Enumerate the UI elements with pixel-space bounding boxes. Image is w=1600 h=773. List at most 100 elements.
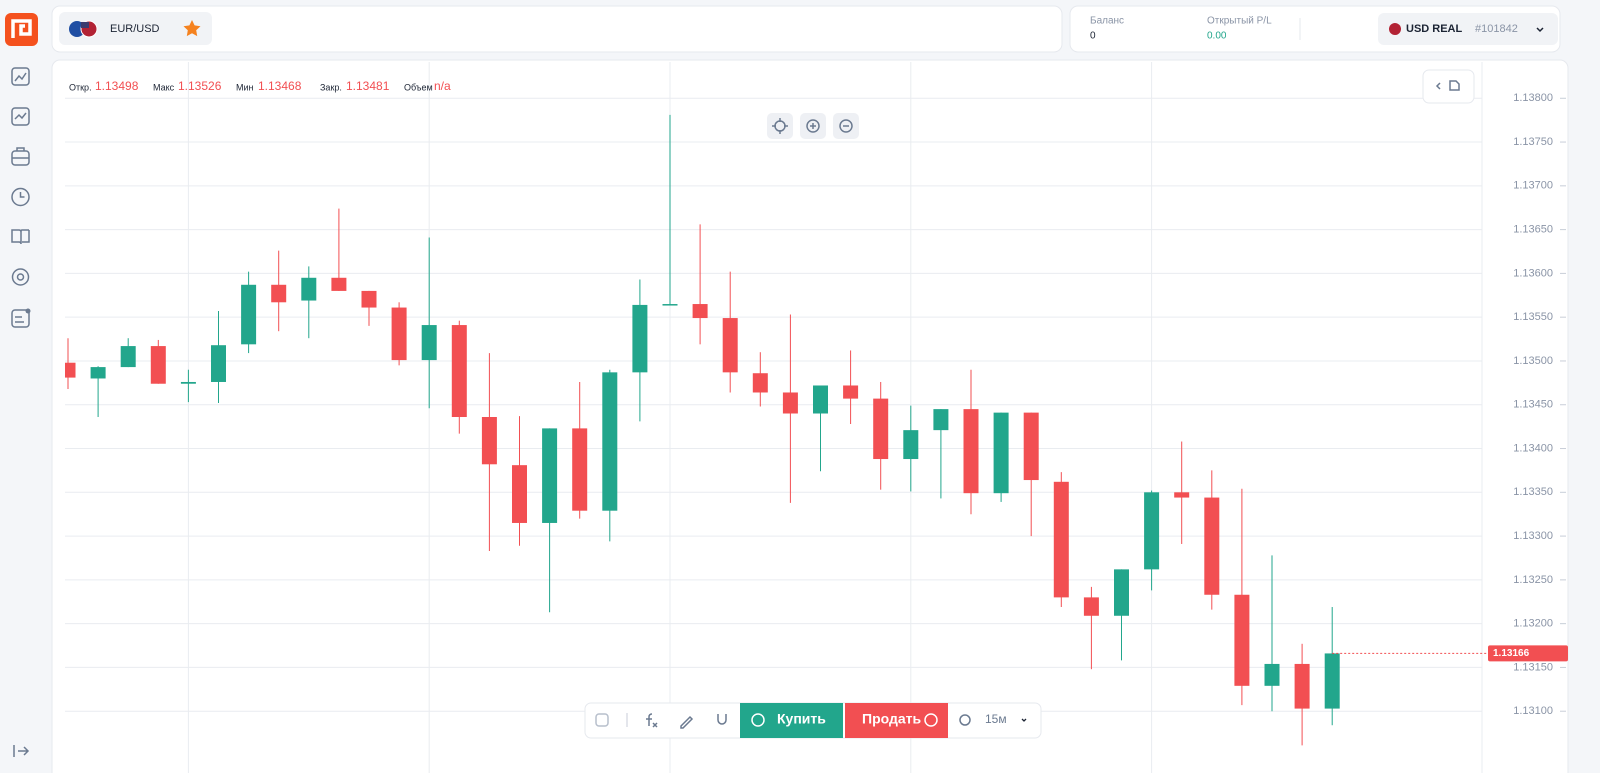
candle-body	[271, 284, 287, 303]
layout-tool[interactable]	[595, 713, 609, 727]
buy-label[interactable]: Купить	[777, 711, 826, 727]
sidebar	[0, 0, 45, 773]
candle-body	[361, 290, 377, 308]
buy-icon	[751, 713, 765, 727]
indicators-tool[interactable]	[646, 713, 658, 728]
y-tick-label: 1.13100	[1513, 705, 1553, 717]
nav-logout[interactable]	[13, 745, 30, 757]
ohlc-value: 1.13468	[258, 79, 302, 93]
candle-body	[752, 373, 768, 393]
ohlc-value: 1.13526	[178, 79, 222, 93]
candle-body	[873, 398, 889, 460]
account-chevron	[1536, 27, 1544, 33]
candle-body	[211, 345, 226, 382]
nav-support[interactable]	[11, 308, 31, 328]
y-tick-label: 1.13200	[1513, 618, 1553, 630]
candle-body	[843, 385, 859, 399]
candle-body	[782, 392, 798, 414]
candle-body	[481, 417, 497, 465]
y-tick-label: 1.13550	[1513, 311, 1553, 323]
candle-body	[1294, 663, 1310, 709]
candle-body	[662, 304, 678, 306]
y-tick-label: 1.13350	[1513, 486, 1553, 498]
center-button[interactable]	[767, 113, 793, 139]
candle-body	[90, 367, 106, 379]
panel-toggle[interactable]	[1422, 69, 1475, 104]
candle-body	[1324, 653, 1340, 709]
candle-body	[120, 346, 136, 368]
nav-settings[interactable]	[11, 268, 30, 286]
ohlc-label: Откр.	[69, 82, 92, 92]
pl-value: 0.00	[1207, 31, 1227, 42]
logo[interactable]	[5, 13, 38, 46]
magnet-tool[interactable]	[717, 714, 727, 725]
candle-body	[391, 307, 407, 361]
candle-body	[331, 277, 347, 291]
candle-body	[722, 318, 738, 373]
candle-body	[512, 465, 527, 523]
nav-history[interactable]	[11, 187, 30, 207]
y-tick-label: 1.13750	[1513, 136, 1553, 148]
pl-label: Открытый P/L	[1207, 16, 1272, 27]
us-flag-canton	[81, 22, 89, 28]
draw-tool[interactable]	[680, 715, 694, 729]
y-tick-label: 1.13600	[1513, 267, 1553, 279]
interval-chevron[interactable]	[1021, 718, 1027, 722]
candle-body	[1083, 597, 1099, 616]
account-flag	[1389, 23, 1401, 35]
pair-tab[interactable]	[59, 12, 212, 45]
buy-button[interactable]	[740, 703, 843, 738]
candle-body	[65, 362, 76, 378]
candle-body	[421, 325, 437, 361]
balance-label: Баланс	[1090, 16, 1124, 27]
pair-name: EUR/USD	[110, 23, 160, 35]
account-selector[interactable]	[1378, 13, 1558, 45]
nav-charts[interactable]	[11, 67, 30, 86]
candle-body	[602, 372, 618, 511]
price-tag-label: 1.13166	[1493, 648, 1530, 659]
ohlc-value: 1.13481	[346, 79, 390, 93]
ohlc-value: 1.13498	[95, 79, 139, 93]
y-tick-label: 1.13450	[1513, 399, 1553, 411]
y-tick-label: 1.13250	[1513, 574, 1553, 586]
candles	[65, 114, 1340, 746]
sell-button[interactable]	[845, 703, 948, 738]
candle-body	[1053, 481, 1069, 598]
candle-body	[572, 428, 588, 511]
y-tick-label: 1.13650	[1513, 224, 1553, 236]
zoom-out[interactable]	[833, 113, 859, 139]
candle-body	[1144, 492, 1160, 570]
candle-body	[180, 381, 196, 384]
zoom-in[interactable]	[800, 113, 826, 139]
overlay: Откр. 1.13498 Макс 1.13526 Мин 1.13468 Закр. 1.…	[69, 79, 1568, 662]
candle-body	[692, 304, 708, 319]
candle-body	[963, 409, 979, 494]
ohlc-label: Макс	[153, 82, 175, 92]
candle-body	[1114, 569, 1129, 616]
y-tick-label: 1.13800	[1513, 92, 1553, 104]
interval[interactable]: 15м	[985, 712, 1007, 726]
candle-body	[301, 277, 317, 301]
chart-settings[interactable]	[959, 714, 971, 726]
ohlc-label: Мин	[236, 82, 254, 92]
nav-analytics[interactable]	[11, 107, 30, 126]
candle-body	[1234, 594, 1250, 686]
candle-body	[1023, 412, 1039, 481]
account-type: USD REAL	[1406, 23, 1463, 35]
chart-panel	[51, 59, 1569, 773]
grid: 1.13100 1.13150 1.13200 1.13250 1.13300 1.133…	[65, 62, 1566, 773]
candle-body	[1204, 497, 1220, 595]
candle-body	[542, 428, 558, 523]
account-id: #101842	[1475, 23, 1518, 35]
y-tick-label: 1.13150	[1513, 661, 1553, 673]
sell-label[interactable]: Продать	[862, 711, 922, 727]
ohlc-label: Закр.	[320, 82, 342, 92]
nav-portfolio[interactable]	[11, 147, 30, 166]
favorite-star[interactable]	[183, 20, 201, 37]
y-tick-label: 1.13300	[1513, 530, 1553, 542]
candle-body	[150, 346, 166, 384]
candle-body	[241, 284, 257, 345]
ohlc-value: n/a	[434, 79, 451, 93]
nav-education[interactable]	[11, 229, 30, 245]
